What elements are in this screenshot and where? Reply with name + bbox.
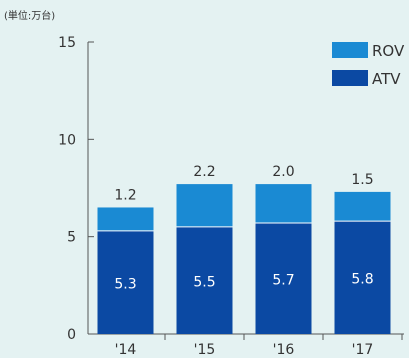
bar-atv xyxy=(255,223,312,334)
bar-top-label: 1.2 xyxy=(114,187,136,203)
bar-value-label: 5.7 xyxy=(272,273,294,289)
bar-top-label: 2.0 xyxy=(272,164,294,180)
legend-swatch-atv xyxy=(332,70,368,86)
legend: ROV ATV xyxy=(332,42,405,88)
y-tick-label: 10 xyxy=(58,132,76,148)
legend-label-rov: ROV xyxy=(372,42,405,60)
bar-atv xyxy=(97,230,154,334)
legend-label-atv: ATV xyxy=(372,70,401,88)
bar-value-label: 5.5 xyxy=(193,274,215,290)
x-tick-label: '15 xyxy=(194,342,216,358)
bar-rov xyxy=(255,184,312,224)
bar-top-label: 1.5 xyxy=(351,172,373,188)
bar-rov xyxy=(176,184,233,227)
bar-value-label: 5.8 xyxy=(351,272,373,288)
y-tick-label: 5 xyxy=(67,230,76,246)
x-tick-label: '14 xyxy=(115,342,137,358)
bar-rov xyxy=(97,207,154,231)
y-tick-label: 0 xyxy=(67,327,76,343)
x-tick-label: '17 xyxy=(352,342,374,358)
y-tick-label: 15 xyxy=(58,35,76,51)
x-tick-label: '16 xyxy=(273,342,295,358)
bar-rov xyxy=(334,191,391,222)
unit-label: (単位:万台) xyxy=(4,9,55,22)
bar-top-label: 2.2 xyxy=(193,164,215,180)
bar-atv xyxy=(334,221,391,334)
bars: 5.3 1.2 5.5 2.2 5.7 2.0 5.8 1.5 xyxy=(97,164,391,334)
legend-swatch-rov xyxy=(332,42,368,58)
bar-value-label: 5.3 xyxy=(114,276,136,292)
bar-atv xyxy=(176,226,233,334)
